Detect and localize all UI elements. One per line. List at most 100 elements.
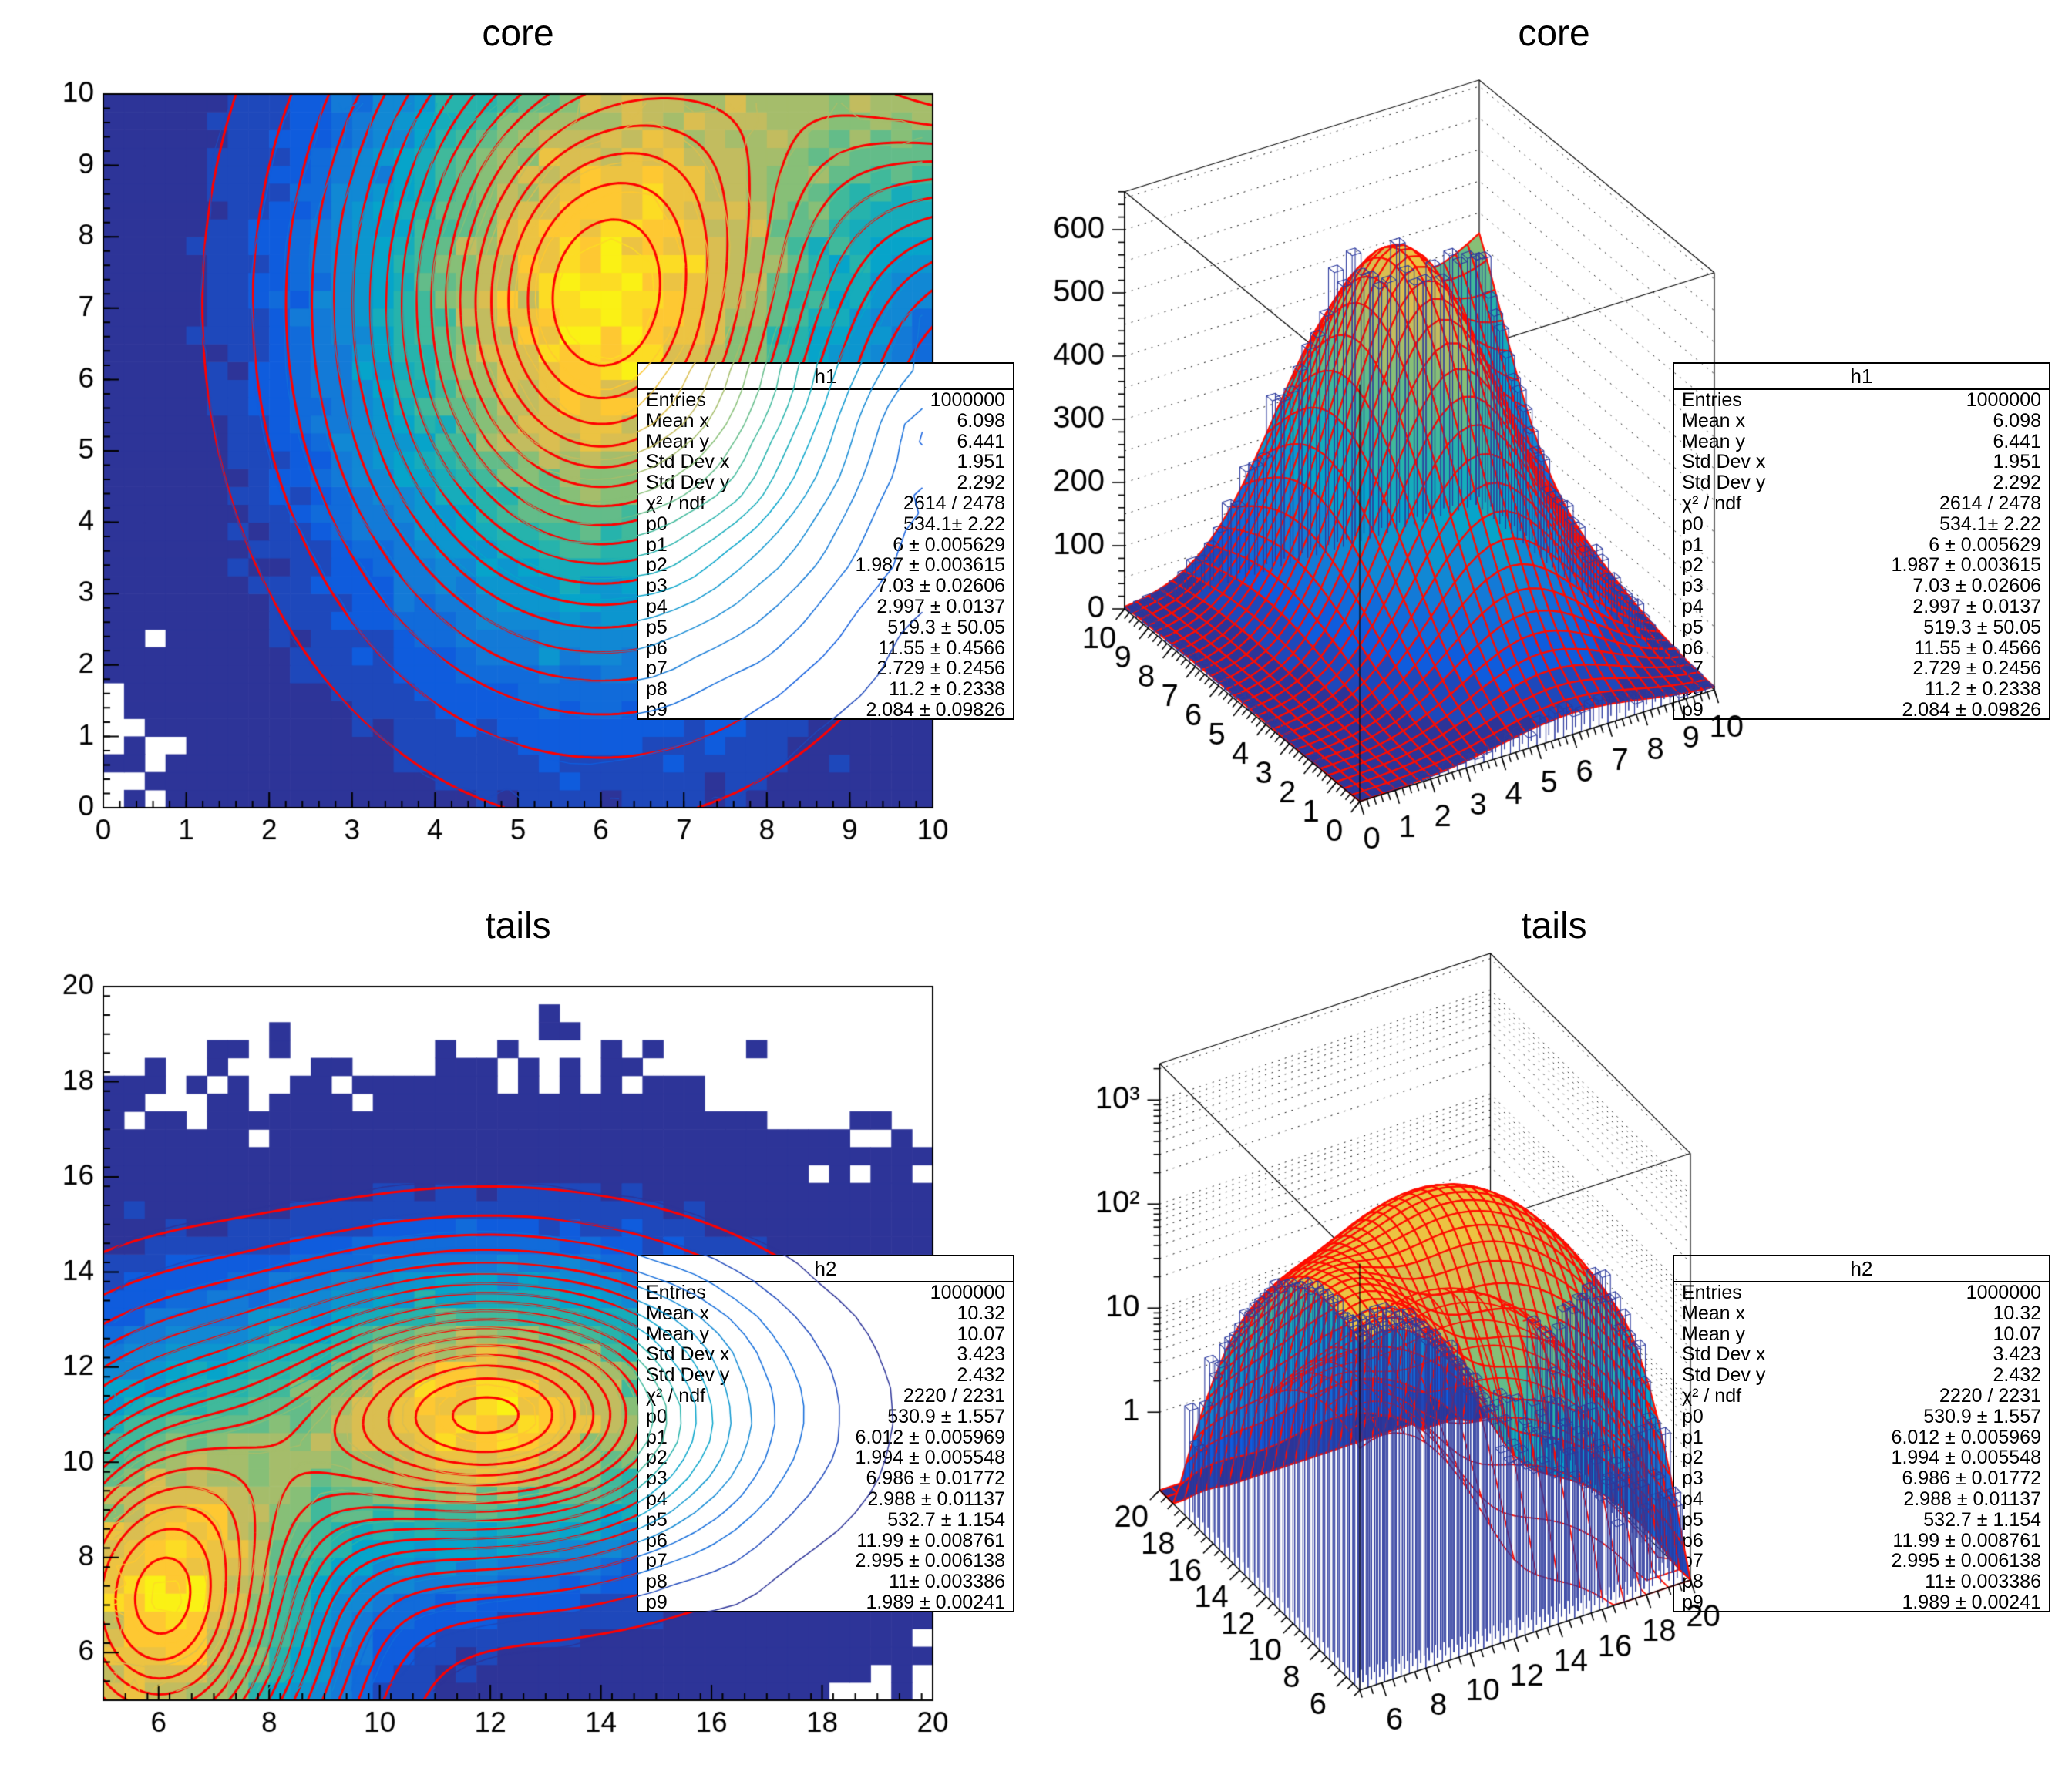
stats-box-h2-3d: h2 Entries 1000000 Mean x 10.32 Mean y 10.07 S… (1673, 1255, 2050, 1612)
stat-value: 11.2 ± 0.2338 (889, 678, 1005, 701)
stat-label: p7 (1682, 657, 1704, 680)
stat-row: p6 11.55 ± 0.4566 (638, 637, 1013, 659)
stat-row: Mean x 10.32 (638, 1303, 1013, 1324)
stat-label: p0 (646, 1405, 668, 1427)
stat-label: p4 (1682, 1488, 1704, 1510)
stat-row: Entries 1000000 (638, 390, 1013, 411)
stat-label: p5 (646, 1508, 668, 1531)
stat-value: 530.9 ± 1.557 (1923, 1405, 2041, 1427)
stat-label: p3 (1682, 575, 1704, 597)
stat-label: p9 (646, 698, 668, 721)
stat-label: Mean y (1682, 1323, 1745, 1345)
stat-row: p4 2.997 ± 0.0137 (638, 597, 1013, 617)
stat-label: χ² / ndf (646, 1384, 706, 1407)
stat-row: p0 534.1± 2.22 (1674, 513, 2049, 535)
stat-value: 11± 0.003386 (1925, 1571, 2041, 1593)
stats-box-title: h2 (1674, 1256, 2049, 1282)
stat-label: p6 (646, 1529, 668, 1551)
stat-label: p0 (1682, 1405, 1704, 1427)
stat-value: 2.729 ± 0.2456 (1912, 657, 2041, 680)
stat-value: 2.084 ± 0.09826 (866, 698, 1005, 721)
stat-value: 2.997 ± 0.0137 (1912, 595, 2041, 617)
stat-value: 2.292 (1993, 472, 2041, 494)
stat-value: 1.951 (1993, 451, 2041, 473)
stat-value: 6.986 ± 0.01772 (1902, 1467, 2041, 1490)
stat-label: p6 (1682, 637, 1704, 659)
stat-row: p6 11.99 ± 0.008761 (638, 1529, 1013, 1551)
stat-label: p4 (1682, 595, 1704, 617)
stat-row: Mean x 10.32 (1674, 1303, 2049, 1324)
stat-row: Std Dev y 2.292 (1674, 472, 2049, 493)
stat-label: p1 (646, 1426, 668, 1448)
panel-core-heatmap: core h1 Entries 1000000 Mean x 6.098 Mean y 6… (0, 0, 1036, 892)
stat-value: 2.432 (957, 1364, 1005, 1387)
stat-label: p0 (1682, 513, 1704, 535)
stat-value: 6 ± 0.005629 (1929, 533, 2041, 556)
stat-label: p2 (1682, 554, 1704, 577)
stat-label: p6 (1682, 1529, 1704, 1551)
stat-label: p8 (1682, 1571, 1704, 1593)
plot-title-core-3d: core (1518, 13, 1590, 54)
stat-label: Mean x (646, 1302, 709, 1324)
stat-label: p1 (1682, 1426, 1704, 1448)
stat-value: 1.989 ± 0.00241 (1902, 1591, 2041, 1613)
stat-row: p6 11.99 ± 0.008761 (1674, 1529, 2049, 1551)
stat-value: 2.084 ± 0.09826 (1902, 698, 2041, 721)
stat-row: Std Dev y 2.292 (638, 472, 1013, 493)
plot-title-tails-3d: tails (1521, 906, 1587, 946)
stat-value: 6.098 (957, 409, 1005, 432)
stats-box-title: h1 (1674, 364, 2049, 390)
stat-row: p9 2.084 ± 0.09826 (638, 700, 1013, 721)
stat-value: 11± 0.003386 (889, 1571, 1005, 1593)
stat-row: p8 11± 0.003386 (638, 1572, 1013, 1592)
stat-value: 2614 / 2478 (903, 492, 1005, 514)
stat-row: Entries 1000000 (638, 1282, 1013, 1303)
stat-value: 2.995 ± 0.006138 (1891, 1550, 2041, 1572)
stat-label: p9 (1682, 1591, 1704, 1613)
stat-label: Std Dev y (646, 1364, 730, 1387)
stat-label: p3 (1682, 1467, 1704, 1490)
stat-row: p5 519.3 ± 50.05 (638, 617, 1013, 638)
stat-value: 11.99 ± 0.008761 (1892, 1529, 2041, 1551)
stat-row: p2 1.987 ± 0.003615 (638, 555, 1013, 576)
stat-label: Mean y (646, 1323, 709, 1345)
stat-label: χ² / ndf (1682, 492, 1742, 514)
stat-row: Std Dev x 1.951 (638, 452, 1013, 472)
stat-row: p3 6.986 ± 0.01772 (638, 1468, 1013, 1489)
stats-box-h1-2d: h1 Entries 1000000 Mean x 6.098 Mean y 6.441 S… (637, 362, 1014, 720)
stat-value: 3.423 (957, 1343, 1005, 1366)
stat-label: p9 (646, 1591, 668, 1613)
plot-title-core-2d: core (482, 13, 554, 54)
stat-label: Std Dev x (646, 451, 730, 473)
stat-label: Std Dev x (646, 1343, 730, 1366)
stat-row: p3 6.986 ± 0.01772 (1674, 1468, 2049, 1489)
stat-value: 534.1± 2.22 (1939, 513, 2041, 535)
stat-label: p2 (646, 1447, 668, 1469)
stat-value: 1.987 ± 0.003615 (855, 554, 1005, 577)
stat-value: 530.9 ± 1.557 (887, 1405, 1005, 1427)
stat-value: 519.3 ± 50.05 (1923, 616, 2041, 638)
stat-value: 7.03 ± 0.02606 (876, 575, 1005, 597)
stat-value: 1.951 (957, 451, 1005, 473)
stat-row: Mean x 6.098 (1674, 410, 2049, 432)
stat-value: 534.1± 2.22 (903, 513, 1005, 535)
stat-value: 519.3 ± 50.05 (887, 616, 1005, 638)
stat-label: Mean x (1682, 1302, 1745, 1324)
stat-label: p5 (646, 616, 668, 638)
stat-label: p8 (1682, 678, 1704, 701)
stat-row: p1 6.012 ± 0.005969 (1674, 1427, 2049, 1448)
stat-value: 10.32 (1993, 1302, 2041, 1324)
stat-label: p6 (646, 637, 668, 659)
stat-row: p6 11.55 ± 0.4566 (1674, 637, 2049, 659)
stat-label: Entries (1682, 389, 1742, 411)
stat-label: p2 (646, 554, 668, 577)
stat-label: Std Dev y (646, 472, 730, 494)
stat-label: p2 (1682, 1447, 1704, 1469)
stat-value: 1000000 (930, 389, 1005, 411)
stat-row: p8 11± 0.003386 (1674, 1572, 2049, 1592)
stat-label: p7 (646, 1550, 668, 1572)
stat-label: p3 (646, 1467, 668, 1490)
stat-row: p3 7.03 ± 0.02606 (638, 576, 1013, 597)
stat-value: 10.07 (1993, 1323, 2041, 1345)
